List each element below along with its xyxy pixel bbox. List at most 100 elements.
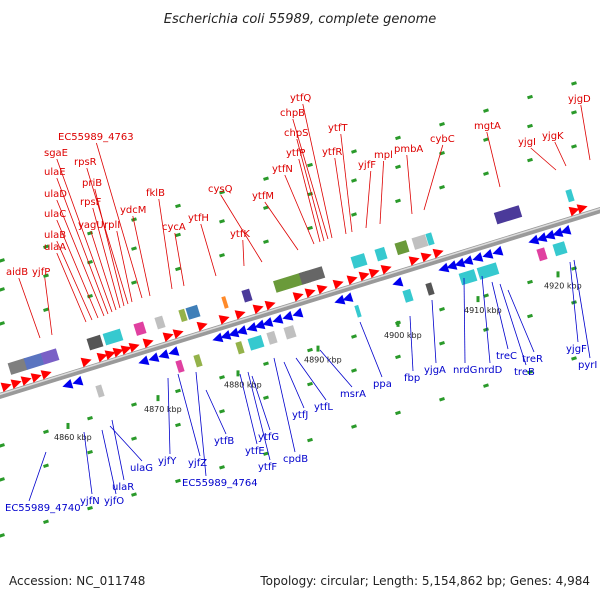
forward-gene-box: [411, 234, 429, 250]
reverse-gene-box: [354, 304, 362, 318]
forward-gene-boxes: [7, 189, 575, 375]
track-guide-dash: [483, 293, 489, 298]
reverse-gene-leader: [573, 259, 591, 359]
track-guide-dash: [131, 492, 137, 497]
reverse-gene-label: yjgF: [566, 344, 587, 355]
track-guide-dash: [571, 356, 577, 361]
forward-gene-arrow: [252, 304, 264, 315]
reverse-gene-label: ulaR: [112, 482, 134, 493]
track-guide-dash: [0, 533, 5, 538]
track-guide-dash: [307, 437, 313, 443]
forward-gene-label: ulaE: [44, 167, 66, 178]
reverse-gene-label: ytfB: [214, 436, 234, 447]
forward-gene-arrow: [264, 300, 276, 311]
reverse-gene-arrow: [72, 375, 84, 386]
track-guide-dash: [131, 436, 137, 441]
forward-gene-box: [154, 315, 166, 330]
forward-gene-label: chpB: [280, 108, 305, 119]
forward-gene-arrow: [196, 321, 208, 332]
track-guide-dash: [351, 368, 357, 373]
reverse-gene-label: EC55989_4740: [5, 503, 81, 514]
forward-gene-label: ulaC: [44, 209, 66, 220]
forward-gene-label: ulaB: [44, 230, 66, 241]
forward-gene-label: ytfT: [328, 123, 348, 134]
forward-gene-leader: [174, 232, 185, 287]
kbp-tick-label: 4860 kbp: [54, 433, 92, 442]
forward-gene-leader: [292, 118, 329, 240]
track-guide-dash: [175, 232, 181, 238]
track-guides: [0, 81, 577, 538]
reverse-gene-arrow: [254, 319, 266, 330]
forward-gene-leader: [284, 174, 315, 245]
reverse-gene-label: msrA: [340, 389, 366, 400]
reverse-gene-leader: [28, 451, 47, 502]
reverse-gene-box: [425, 282, 435, 296]
forward-gene-leader: [340, 133, 353, 233]
reverse-gene-leader: [83, 431, 93, 495]
forward-gene-box: [298, 266, 326, 285]
track-guide-dash: [395, 198, 401, 204]
track-guide-dash: [483, 383, 489, 388]
forward-gene-leader: [406, 154, 413, 215]
track-guide-dash: [571, 144, 577, 149]
reverse-gene-arrow: [560, 224, 572, 235]
track-guide-dash: [351, 424, 357, 429]
track-guide-dash: [439, 397, 445, 402]
forward-gene-leader: [96, 142, 143, 299]
track-guide-dash: [395, 164, 401, 170]
reverse-gene-label: yjfY: [158, 456, 177, 467]
track-guide-dash: [307, 162, 313, 168]
forward-gene-leader: [580, 104, 591, 161]
genome-summary-text: Topology: circular; Length: 5,154,862 bp…: [260, 574, 590, 588]
track-guide-dash: [175, 422, 181, 428]
track-guide-dash: [219, 190, 225, 195]
forward-gene-arrow: [432, 248, 444, 259]
forward-gene-arrow: [128, 343, 140, 353]
reverse-gene-arrow: [212, 332, 224, 343]
forward-gene-leader: [486, 131, 501, 188]
reverse-gene-arrow: [262, 317, 274, 327]
forward-gene-label: chpS: [284, 128, 309, 139]
reverse-gene-arrow: [168, 346, 180, 356]
forward-gene-label: rpsR: [74, 157, 97, 168]
forward-gene-leader: [44, 277, 53, 336]
forward-gene-label: aidB: [6, 267, 28, 278]
forward-gene-label: yjfP: [32, 267, 50, 278]
accession-text: Accession: NC_011748: [9, 574, 146, 588]
forward-gene-box: [221, 296, 229, 309]
reverse-gene-leader: [319, 349, 353, 388]
forward-gene-leader: [158, 198, 173, 290]
reverse-gene-arrow: [228, 327, 240, 338]
forward-gene-arrow: [316, 284, 328, 295]
reverse-gene-leader: [251, 375, 271, 431]
forward-gene-label: priB: [82, 178, 102, 189]
reverse-gene-box: [283, 325, 297, 340]
forward-gene-arrow: [104, 350, 116, 360]
forward-gene-leader: [132, 215, 151, 297]
forward-gene-label: mgtA: [474, 121, 501, 132]
reverse-gene-arrow: [544, 229, 556, 240]
forward-gene-box: [241, 288, 253, 303]
reverse-gene-label: pyrI: [578, 360, 597, 371]
forward-gene-label: ytfP: [286, 148, 305, 159]
track-guide-dash: [263, 239, 269, 244]
track-guide-dash: [527, 279, 533, 285]
track-guide-dash: [175, 388, 181, 394]
track-guide-dash: [219, 253, 225, 258]
track-guide-dash: [43, 519, 49, 524]
forward-gene-label: rpsF: [80, 197, 102, 208]
forward-gene-label: yjfF: [358, 160, 376, 171]
reverse-gene-arrow: [472, 252, 484, 262]
track-guide-dash: [43, 273, 49, 278]
reverse-gene-box: [536, 247, 548, 262]
forward-gene-label: yjgI: [518, 137, 536, 148]
forward-gene-leader: [264, 201, 299, 251]
track-guide-dash: [131, 402, 137, 407]
track-guide-dash: [43, 244, 49, 249]
forward-gene-label: ytfM: [252, 191, 274, 202]
reverse-gene-box: [235, 341, 245, 355]
track-guide-dash: [351, 149, 357, 154]
forward-gene-label: yjgD: [568, 94, 591, 105]
track-guide-dash: [175, 478, 181, 484]
